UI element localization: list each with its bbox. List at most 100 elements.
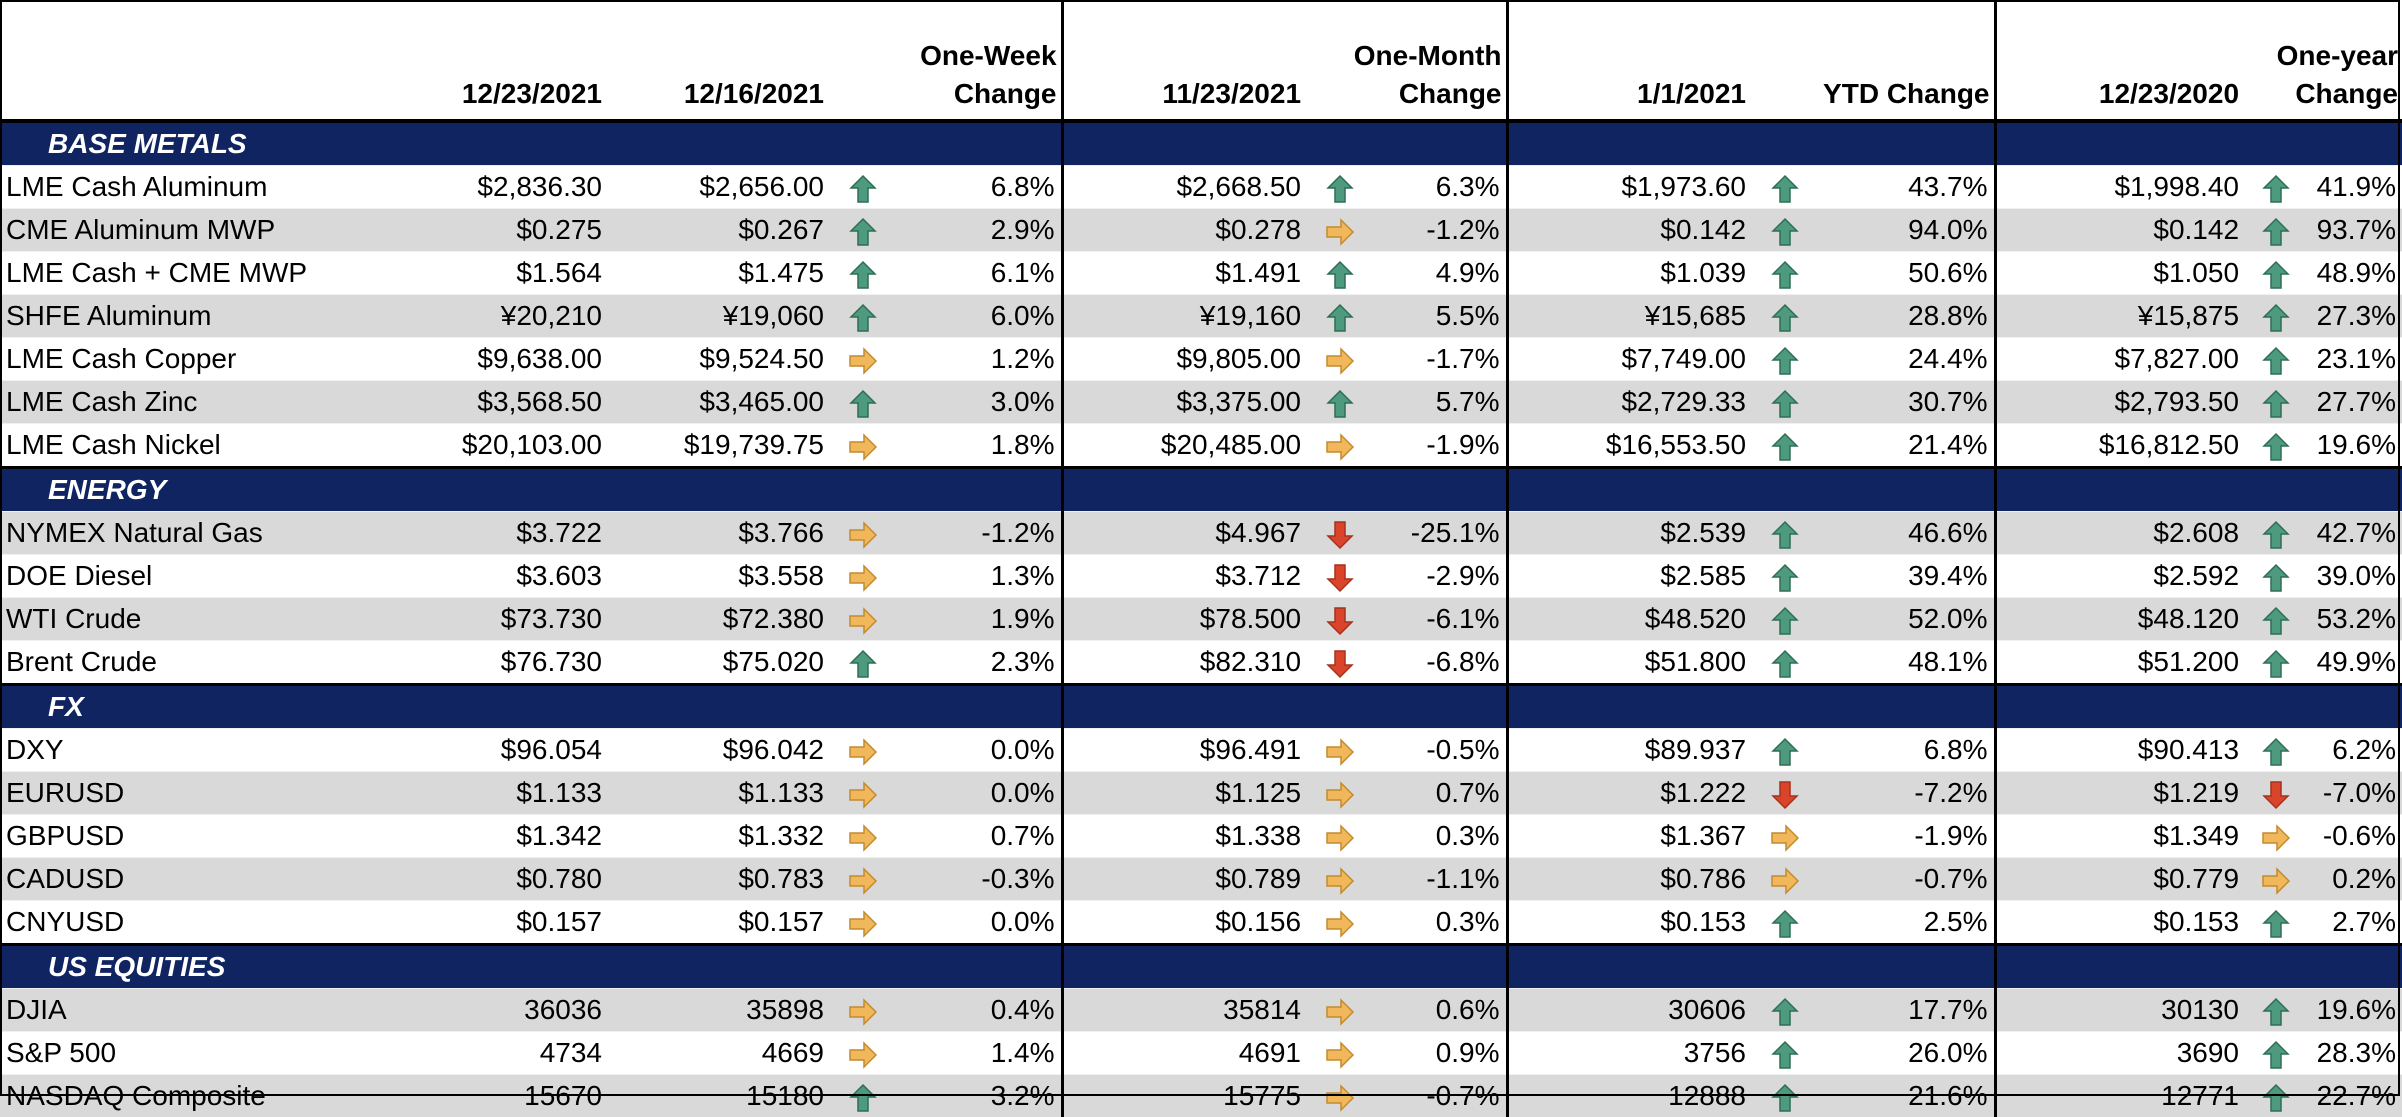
one-week-change: 0.0% xyxy=(898,772,1062,815)
section-fill xyxy=(828,121,898,166)
section-fill xyxy=(2243,685,2308,729)
value-year-start: $1.222 xyxy=(1507,772,1750,815)
value-week-ago: $1.133 xyxy=(606,772,828,815)
value-week-ago: $96.042 xyxy=(606,729,828,772)
one-week-change: 1.4% xyxy=(898,1032,1062,1075)
instrument-name: DJIA xyxy=(0,989,373,1032)
arrow-up-icon xyxy=(1305,295,1375,338)
one-week-change: 0.7% xyxy=(898,815,1062,858)
arrow-down-icon xyxy=(1305,512,1375,555)
value-week-ago: $3.766 xyxy=(606,512,828,555)
value-month-ago: $2,668.50 xyxy=(1062,166,1305,209)
section-fill xyxy=(898,468,1062,512)
section-fill xyxy=(1062,468,1305,512)
instrument-name: S&P 500 xyxy=(0,1032,373,1075)
one-week-change: -0.3% xyxy=(898,858,1062,901)
arrow-up-icon xyxy=(1750,252,1820,295)
value-week-ago: ¥19,060 xyxy=(606,295,828,338)
arrow-up-icon xyxy=(828,1075,898,1117)
arrow-up-icon xyxy=(828,295,898,338)
one-year-change: 93.7% xyxy=(2308,209,2402,252)
one-week-change: 0.0% xyxy=(898,901,1062,945)
value-month-ago: $3.712 xyxy=(1062,555,1305,598)
section-fill xyxy=(2243,468,2308,512)
value-current: 15670 xyxy=(373,1075,606,1117)
one-month-change: 0.9% xyxy=(1375,1032,1507,1075)
section-fill xyxy=(1995,468,2243,512)
arrow-up-icon xyxy=(2243,512,2308,555)
one-month-change: 4.9% xyxy=(1375,252,1507,295)
ytd-change: 21.6% xyxy=(1820,1075,1995,1117)
value-year-start: $1,973.60 xyxy=(1507,166,1750,209)
one-week-change: 0.4% xyxy=(898,989,1062,1032)
arrow-right-icon xyxy=(828,1032,898,1075)
section-fill xyxy=(1750,121,1820,166)
value-current: 4734 xyxy=(373,1032,606,1075)
value-year-start: $2,729.33 xyxy=(1507,381,1750,424)
arrow-right-icon xyxy=(828,901,898,945)
arrow-up-icon xyxy=(2243,252,2308,295)
one-week-change: 0.0% xyxy=(898,729,1062,772)
instrument-name: CME Aluminum MWP xyxy=(0,209,373,252)
section-fill xyxy=(1820,121,1995,166)
one-week-change: -1.2% xyxy=(898,512,1062,555)
arrow-right-icon xyxy=(1305,901,1375,945)
value-year-start: $2.539 xyxy=(1507,512,1750,555)
value-week-ago: 35898 xyxy=(606,989,828,1032)
arrow-right-icon xyxy=(828,815,898,858)
one-week-change: 1.8% xyxy=(898,424,1062,468)
arrow-up-icon xyxy=(1305,381,1375,424)
section-fill xyxy=(1375,945,1507,989)
value-month-ago: $20,485.00 xyxy=(1062,424,1305,468)
section-fill xyxy=(1750,685,1820,729)
value-month-ago: 35814 xyxy=(1062,989,1305,1032)
value-current: ¥20,210 xyxy=(373,295,606,338)
one-year-change: -0.6% xyxy=(2308,815,2402,858)
one-year-change: 42.7% xyxy=(2308,512,2402,555)
arrow-up-icon xyxy=(1750,512,1820,555)
value-year-start: $2.585 xyxy=(1507,555,1750,598)
section-fill xyxy=(1305,468,1375,512)
arrow-up-icon xyxy=(828,252,898,295)
one-week-change: 3.2% xyxy=(898,1075,1062,1117)
value-year-start: 30606 xyxy=(1507,989,1750,1032)
value-year-start: 3756 xyxy=(1507,1032,1750,1075)
arrow-up-icon xyxy=(2243,641,2308,685)
one-week-change: 1.9% xyxy=(898,598,1062,641)
value-week-ago: $9,524.50 xyxy=(606,338,828,381)
value-year-ago: $7,827.00 xyxy=(1995,338,2243,381)
value-year-ago: $2.608 xyxy=(1995,512,2243,555)
value-year-ago: $2.592 xyxy=(1995,555,2243,598)
one-year-change: 27.3% xyxy=(2308,295,2402,338)
arrow-up-icon xyxy=(828,166,898,209)
arrow-right-icon xyxy=(828,424,898,468)
one-year-change: 0.2% xyxy=(2308,858,2402,901)
value-year-ago: $48.120 xyxy=(1995,598,2243,641)
ytd-change: 30.7% xyxy=(1820,381,1995,424)
arrow-right-icon xyxy=(828,772,898,815)
one-month-change: -0.7% xyxy=(1375,1075,1507,1117)
instrument-name: EURUSD xyxy=(0,772,373,815)
section-fill xyxy=(373,121,606,166)
one-year-change: 49.9% xyxy=(2308,641,2402,685)
arrow-right-icon xyxy=(828,858,898,901)
value-week-ago: $1.475 xyxy=(606,252,828,295)
value-year-start: 12888 xyxy=(1507,1075,1750,1117)
section-fill xyxy=(1820,945,1995,989)
ytd-change: 52.0% xyxy=(1820,598,1995,641)
section-fill xyxy=(1507,121,1750,166)
section-title: BASE METALS xyxy=(0,121,373,166)
arrow-up-icon xyxy=(1750,209,1820,252)
one-month-change: -0.5% xyxy=(1375,729,1507,772)
ytd-change: -1.9% xyxy=(1820,815,1995,858)
value-year-ago: $0.153 xyxy=(1995,901,2243,945)
ytd-change: 46.6% xyxy=(1820,512,1995,555)
instrument-name: DOE Diesel xyxy=(0,555,373,598)
section-header: BASE METALS xyxy=(0,121,2402,166)
section-fill xyxy=(2243,121,2308,166)
one-week-change: 6.8% xyxy=(898,166,1062,209)
